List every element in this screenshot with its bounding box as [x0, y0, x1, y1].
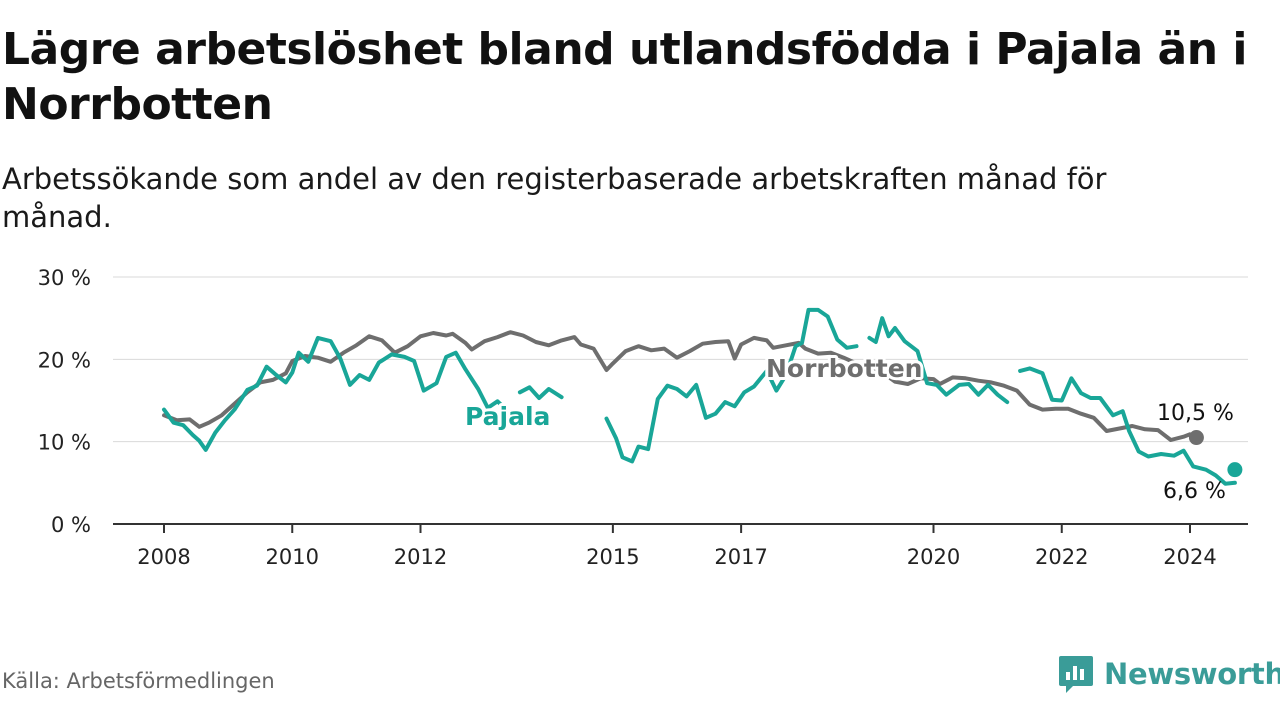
- end-value-norrbotten: 10,5 %: [1157, 401, 1234, 426]
- newsworthy-logo-text: Newsworthy: [1104, 657, 1280, 691]
- chart-title: Lägre arbetslöshet bland utlandsfödda i …: [2, 24, 1247, 130]
- y-tick-label: 20 %: [38, 348, 91, 372]
- end-point-norrbotten: [1188, 430, 1204, 446]
- series-line-pajala: [867, 316, 1010, 405]
- y-tick-label: 0 %: [51, 513, 91, 537]
- newsworthy-logo: Newsworthy: [1058, 654, 1280, 694]
- series-label-pajala: Pajala: [465, 402, 550, 431]
- x-tick-label: 2012: [394, 545, 447, 569]
- x-tick-label: 2024: [1163, 545, 1216, 569]
- x-tick-label: 2010: [266, 545, 319, 569]
- series-line-pajala: [162, 335, 510, 452]
- x-tick-label: 2022: [1035, 545, 1088, 569]
- series-label-norrbotten: Norrbotten: [766, 354, 922, 383]
- source-note: Källa: Arbetsförmedlingen: [2, 669, 275, 693]
- series-line-pajala: [604, 307, 859, 464]
- y-tick-label: 30 %: [38, 266, 91, 290]
- series-line-pajala: [517, 385, 564, 400]
- x-tick-label: 2008: [137, 545, 190, 569]
- x-tick-label: 2020: [907, 545, 960, 569]
- x-tick-label: 2015: [586, 545, 639, 569]
- y-tick-label: 10 %: [38, 431, 91, 455]
- chart-subtitle: Arbetssökande som andel av den registerb…: [2, 162, 1107, 234]
- x-tick-label: 2017: [714, 545, 767, 569]
- series-line-norrbotten: [162, 330, 1199, 442]
- end-value-pajala: 6,6 %: [1163, 479, 1226, 504]
- newsworthy-logo-icon: [1059, 656, 1093, 693]
- end-point-pajala: [1227, 462, 1243, 478]
- line-chart: 0 % 10 % 20 % 30 % 2008 2010 2012 2015 2017 2020 2…: [38, 266, 1248, 569]
- series-line-pajala: [1018, 366, 1237, 486]
